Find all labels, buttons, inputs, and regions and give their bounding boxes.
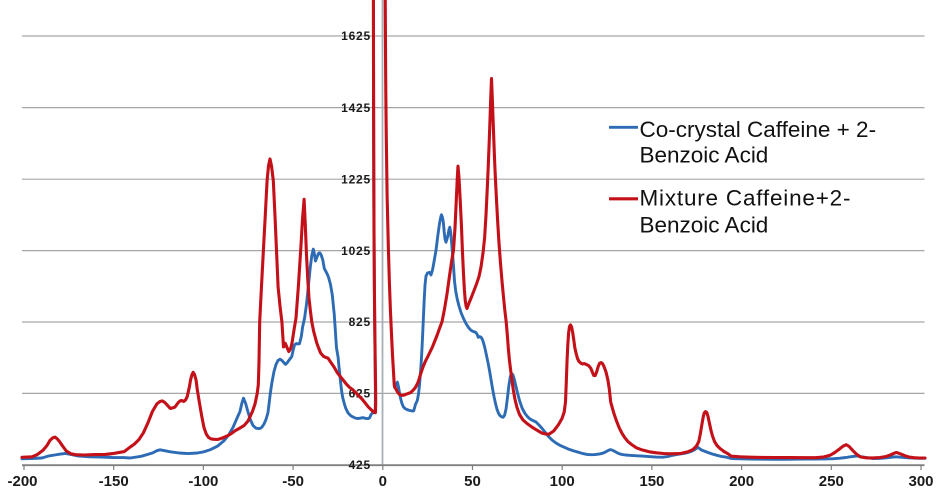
svg-text:1625: 1625 (341, 29, 371, 43)
svg-text:Mixture Caffeine+2-: Mixture Caffeine+2- (640, 186, 852, 211)
svg-text:250: 250 (819, 473, 844, 490)
svg-text:-200: -200 (7, 473, 37, 490)
svg-text:Co-crystal Caffeine + 2-: Co-crystal Caffeine + 2- (640, 117, 877, 142)
svg-text:-100: -100 (188, 473, 218, 490)
svg-text:-50: -50 (282, 473, 304, 490)
svg-text:Benzoic Acid: Benzoic Acid (640, 143, 769, 168)
svg-text:0: 0 (379, 473, 387, 490)
svg-text:150: 150 (639, 473, 664, 490)
svg-text:-150: -150 (99, 473, 129, 490)
svg-text:425: 425 (349, 458, 371, 472)
svg-text:825: 825 (349, 315, 371, 329)
svg-text:1425: 1425 (341, 101, 371, 115)
svg-text:1025: 1025 (341, 244, 371, 258)
svg-text:1225: 1225 (341, 172, 371, 186)
svg-text:300: 300 (908, 473, 933, 490)
svg-text:Benzoic Acid: Benzoic Acid (640, 212, 769, 237)
svg-text:50: 50 (464, 473, 481, 490)
svg-text:200: 200 (729, 473, 754, 490)
svg-text:100: 100 (550, 473, 575, 490)
